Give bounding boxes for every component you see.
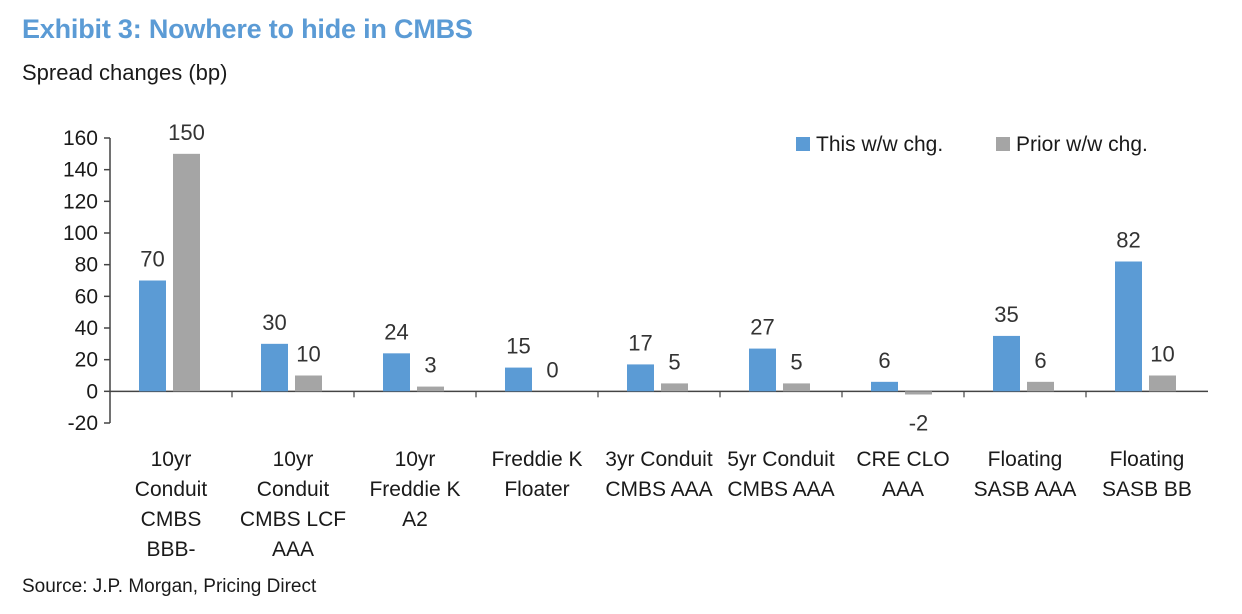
x-category-label-line: SASB AAA xyxy=(974,478,1077,501)
bar-prior-week xyxy=(1149,375,1176,392)
x-category-label-line: CMBS LCF xyxy=(240,508,346,531)
bar-this-week xyxy=(871,381,898,392)
y-tick-label: 100 xyxy=(63,222,98,245)
bar-prior-week xyxy=(173,153,200,392)
bar-prior-week xyxy=(295,375,322,392)
data-label-this-week: 24 xyxy=(384,319,408,344)
data-label-prior-week: 5 xyxy=(790,349,802,374)
x-category-label-line: SASB BB xyxy=(1102,478,1192,501)
data-label-prior-week: 10 xyxy=(1150,342,1174,367)
bar-prior-week xyxy=(661,383,688,392)
data-label-this-week: 17 xyxy=(628,330,652,355)
x-category-label-line: 5yr Conduit xyxy=(727,448,835,471)
x-category-label-line: CMBS AAA xyxy=(605,478,712,501)
x-category-label-line: Freddie K xyxy=(369,478,460,501)
y-tick-label: 80 xyxy=(75,254,98,277)
x-category-label-line: AAA xyxy=(882,478,924,501)
x-category-label-line: Conduit xyxy=(135,478,208,501)
y-tick-label: 160 xyxy=(63,127,98,150)
x-category-label: Freddie K Floater xyxy=(491,448,582,501)
bar-this-week xyxy=(139,280,166,392)
data-label-this-week: 35 xyxy=(994,302,1018,327)
data-label-this-week: 30 xyxy=(262,310,286,335)
data-label-prior-week: 10 xyxy=(296,342,320,367)
x-category-label: 5yr Conduit CMBS AAA xyxy=(727,448,835,501)
x-category-label: CRE CLO AAA xyxy=(856,448,949,501)
bar-this-week xyxy=(383,353,410,392)
x-category-label-line: AAA xyxy=(272,538,314,561)
x-category-label: 3yr Conduit CMBS AAA xyxy=(605,448,713,501)
x-category-label: 10yr Conduit CMBS BBB- xyxy=(135,448,208,561)
y-tick-label: 120 xyxy=(63,190,98,213)
y-tick-label: 0 xyxy=(86,380,98,403)
x-category-label-line: Floating xyxy=(988,448,1063,471)
x-category-label-line: CMBS AAA xyxy=(727,478,834,501)
data-label-prior-week: 5 xyxy=(668,349,680,374)
y-tick-label: 40 xyxy=(75,317,98,340)
x-category-label: Floating SASB BB xyxy=(1102,448,1192,501)
y-tick-label: 140 xyxy=(63,159,98,182)
x-category-label-line: 10yr xyxy=(273,448,314,471)
x-category-label: 10yr Conduit CMBS LCF AAA xyxy=(240,448,346,561)
legend-prior-week-swatch xyxy=(996,137,1010,151)
bar-this-week xyxy=(261,343,288,392)
x-category-label-line: CMBS xyxy=(141,508,202,531)
x-category-label: Floating SASB AAA xyxy=(974,448,1077,501)
y-tick-label: 60 xyxy=(75,285,98,308)
bar-this-week xyxy=(993,335,1020,392)
data-label-prior-week: 0 xyxy=(546,357,558,382)
chart-title: Exhibit 3: Nowhere to hide in CMBS xyxy=(22,14,473,44)
bar-prior-week xyxy=(417,386,444,392)
x-category-label-line: 10yr xyxy=(151,448,192,471)
x-category-label-line: 3yr Conduit xyxy=(605,448,713,471)
legend-this-week-swatch xyxy=(796,137,810,151)
data-label-prior-week: -2 xyxy=(909,411,929,436)
data-label-this-week: 27 xyxy=(750,315,774,340)
y-tick-label: 20 xyxy=(75,349,98,372)
y-tick-label: -20 xyxy=(68,412,98,435)
data-label-this-week: 6 xyxy=(878,348,890,373)
x-category-label-line: CRE CLO xyxy=(856,448,949,471)
legend-prior-week-label: Prior w/w chg. xyxy=(1016,133,1148,156)
bar-prior-week xyxy=(905,391,932,395)
chart-subtitle: Spread changes (bp) xyxy=(22,60,228,85)
x-category-label: 10yr Freddie K A2 xyxy=(369,448,460,531)
data-label-prior-week: 6 xyxy=(1034,348,1046,373)
legend-this-week-label: This w/w chg. xyxy=(816,133,943,156)
x-category-label-line: Conduit xyxy=(257,478,330,501)
bar-this-week xyxy=(1115,261,1142,392)
data-label-this-week: 70 xyxy=(140,247,164,272)
bar-this-week xyxy=(505,367,532,392)
bar-this-week xyxy=(627,364,654,392)
bar-prior-week xyxy=(783,383,810,392)
x-category-label-line: Floating xyxy=(1110,448,1185,471)
x-category-label-line: A2 xyxy=(402,508,428,531)
bar-this-week xyxy=(749,348,776,392)
x-category-label-line: Floater xyxy=(504,478,569,501)
bar-prior-week xyxy=(1027,381,1054,392)
x-category-label-line: BBB- xyxy=(146,538,195,561)
data-label-prior-week: 150 xyxy=(168,120,205,145)
data-label-prior-week: 3 xyxy=(424,353,436,378)
x-category-label-line: Freddie K xyxy=(491,448,582,471)
data-label-this-week: 15 xyxy=(506,334,530,359)
x-category-label-line: 10yr xyxy=(395,448,436,471)
data-label-this-week: 82 xyxy=(1116,228,1140,253)
source-note: Source: J.P. Morgan, Pricing Direct xyxy=(22,576,317,597)
